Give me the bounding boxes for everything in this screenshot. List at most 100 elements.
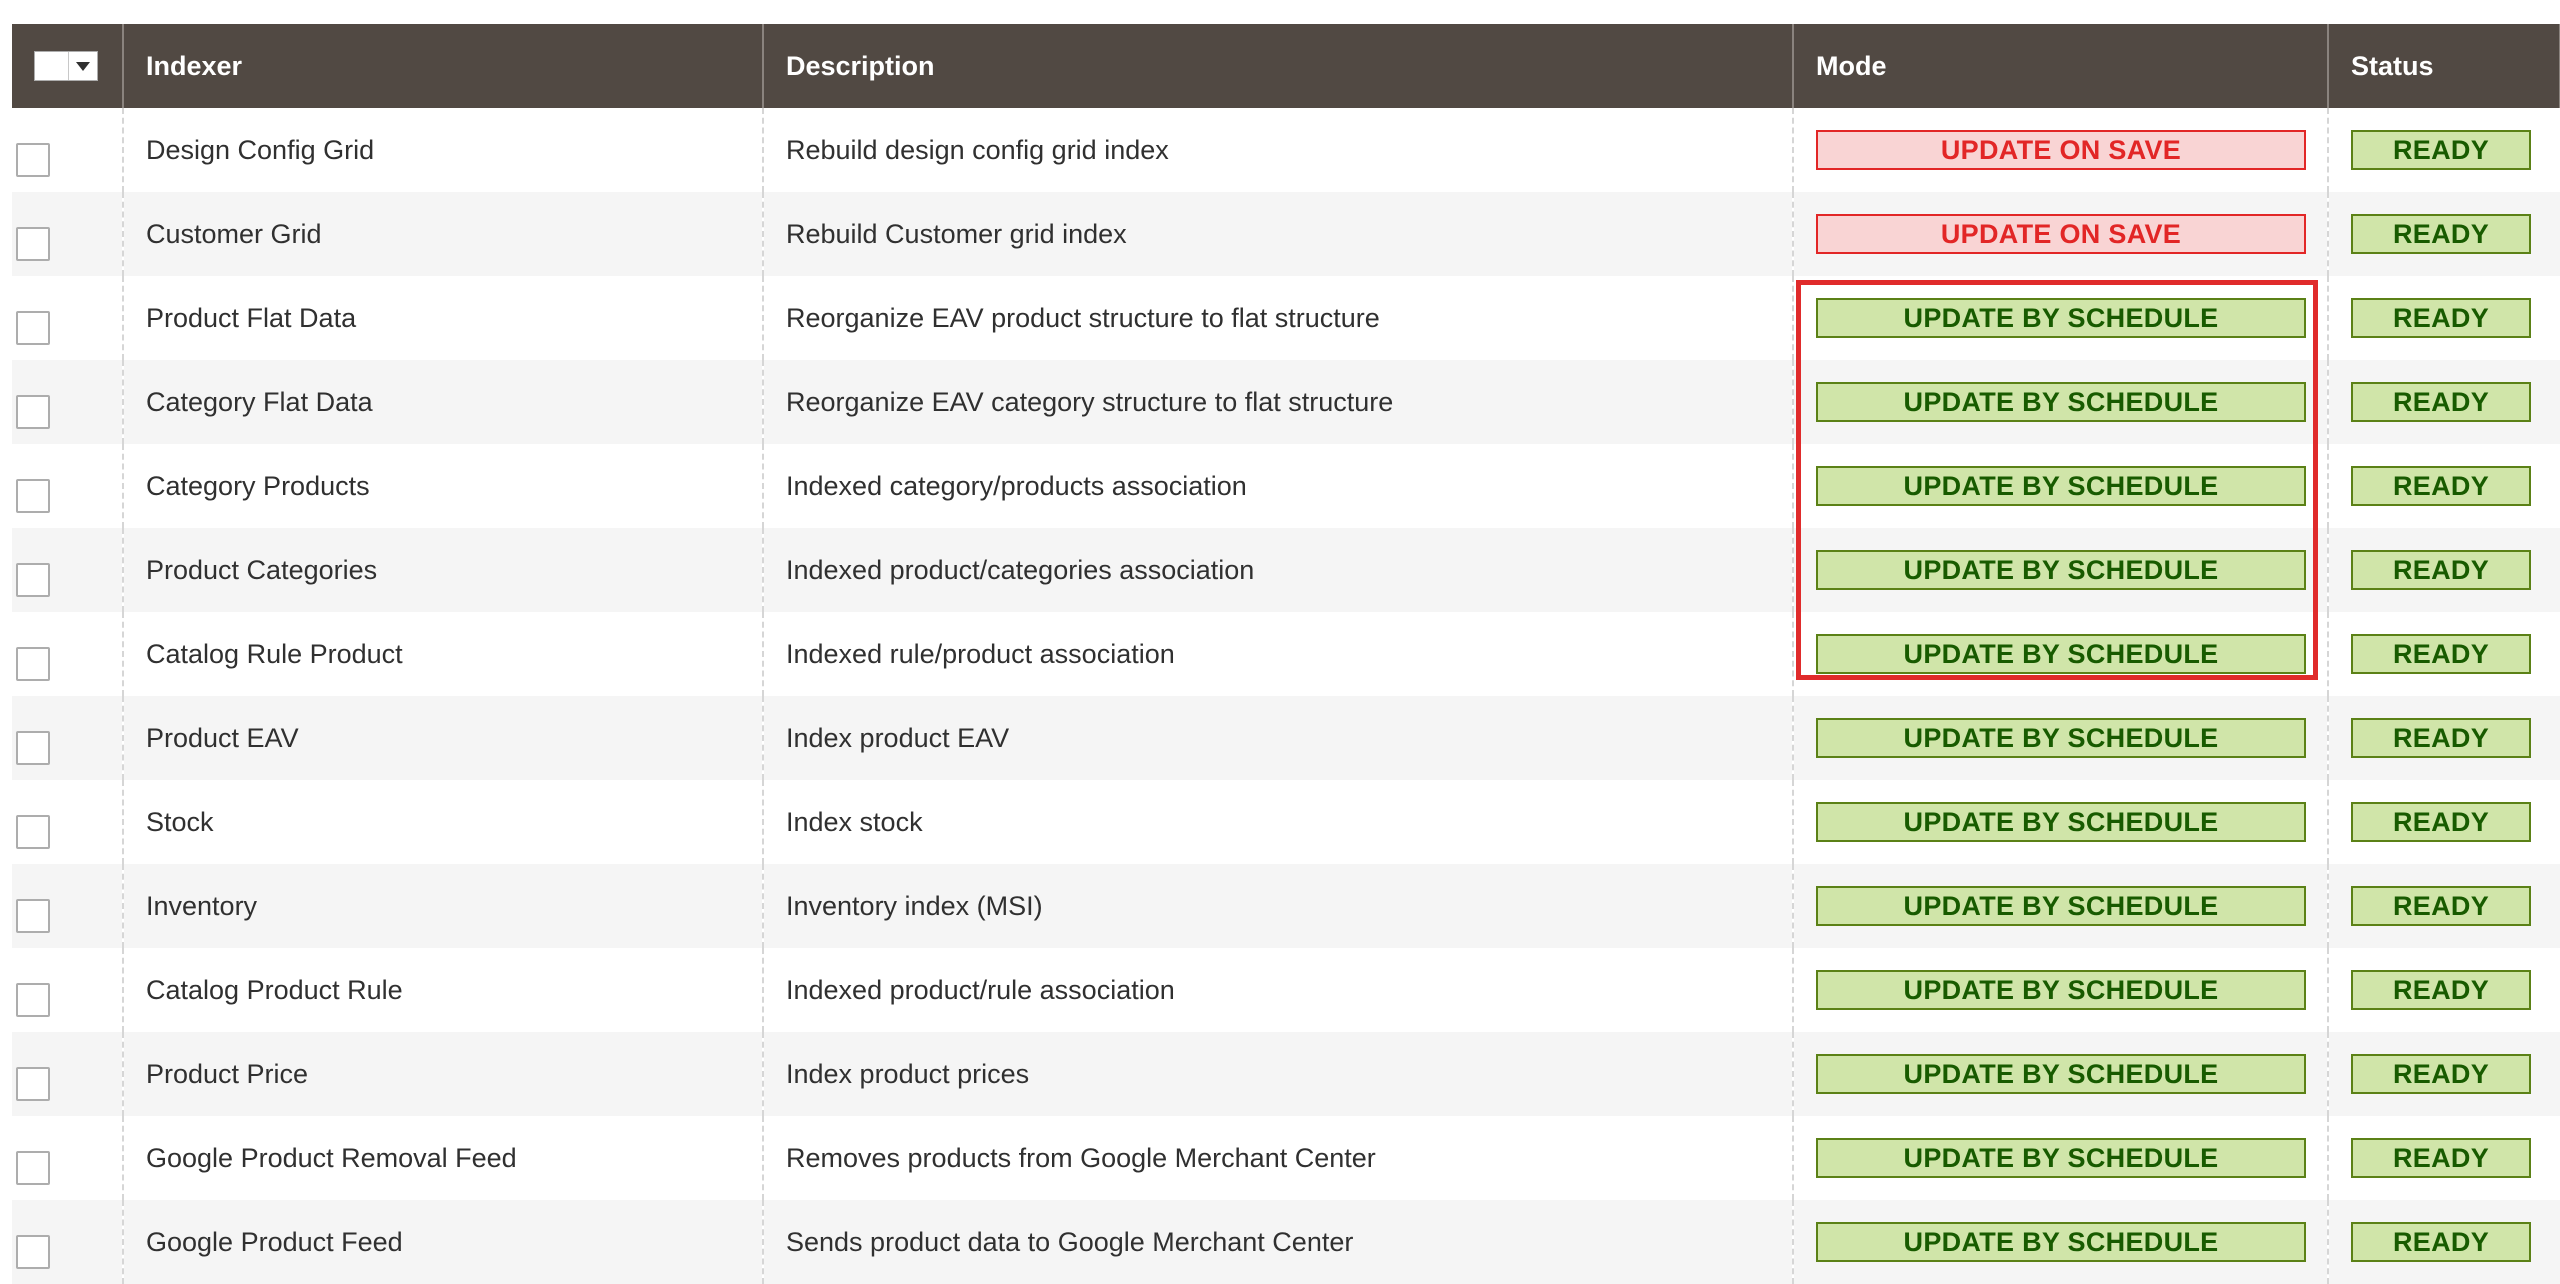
status-badge: READY: [2351, 718, 2531, 758]
mode-badge: UPDATE ON SAVE: [1816, 214, 2306, 254]
indexer-description-cell: Indexed product/categories association: [762, 528, 1793, 612]
indexer-description-cell: Rebuild Customer grid index: [762, 192, 1793, 276]
status-badge: READY: [2351, 382, 2531, 422]
row-select-cell: [12, 360, 123, 444]
mode-badge: UPDATE BY SCHEDULE: [1816, 382, 2306, 422]
status-badge: READY: [2351, 1138, 2531, 1178]
indexer-description-cell: Indexed category/products association: [762, 444, 1793, 528]
indexer-name-cell: Design Config Grid: [122, 108, 763, 192]
indexer-status-cell: READY: [2327, 528, 2560, 612]
indexer-description-cell: Indexed rule/product association: [762, 612, 1793, 696]
row-checkbox[interactable]: [16, 1235, 50, 1269]
status-badge: READY: [2351, 886, 2531, 926]
row-checkbox[interactable]: [16, 899, 50, 933]
indexer-description-cell: Removes products from Google Merchant Ce…: [762, 1116, 1793, 1200]
indexer-name-cell: Product Flat Data: [122, 276, 763, 360]
table-row: Inventory Inventory index (MSI) UPDATE BY …: [12, 864, 2560, 948]
row-select-cell: [12, 192, 123, 276]
indexer-mode-cell: UPDATE BY SCHEDULE: [1792, 360, 2328, 444]
indexer-mode-cell: UPDATE BY SCHEDULE: [1792, 528, 2328, 612]
row-checkbox[interactable]: [16, 815, 50, 849]
indexer-mode-cell: UPDATE BY SCHEDULE: [1792, 276, 2328, 360]
status-badge: READY: [2351, 970, 2531, 1010]
indexer-name-cell: Catalog Rule Product: [122, 612, 763, 696]
row-checkbox[interactable]: [16, 1151, 50, 1185]
indexer-mode-cell: UPDATE ON SAVE: [1792, 192, 2328, 276]
indexer-status-cell: READY: [2327, 1200, 2560, 1284]
indexer-grid-container: Indexer Description Mode Status Design C…: [12, 24, 2560, 1284]
indexer-description-cell: Rebuild design config grid index: [762, 108, 1793, 192]
mass-action-column-header: [12, 24, 123, 108]
row-select-cell: [12, 612, 123, 696]
indexer-status-cell: READY: [2327, 192, 2560, 276]
row-checkbox[interactable]: [16, 143, 50, 177]
table-row: Product Price Index product prices UPDATE …: [12, 1032, 2560, 1116]
row-checkbox[interactable]: [16, 395, 50, 429]
indexer-description-cell: Reorganize EAV category structure to fla…: [762, 360, 1793, 444]
table-row: Category Flat Data Reorganize EAV categor…: [12, 360, 2560, 444]
indexer-description-cell: Index product EAV: [762, 696, 1793, 780]
row-select-cell: [12, 1116, 123, 1200]
row-select-cell: [12, 108, 123, 192]
indexer-mode-cell: UPDATE BY SCHEDULE: [1792, 780, 2328, 864]
mode-badge: UPDATE BY SCHEDULE: [1816, 634, 2306, 674]
indexer-mode-cell: UPDATE BY SCHEDULE: [1792, 1116, 2328, 1200]
mode-badge: UPDATE BY SCHEDULE: [1816, 970, 2306, 1010]
indexer-name-cell: Product Categories: [122, 528, 763, 612]
status-badge: READY: [2351, 130, 2531, 170]
mass-select-dropdown[interactable]: [34, 51, 98, 81]
mode-badge: UPDATE BY SCHEDULE: [1816, 1054, 2306, 1094]
table-row: Product Categories Indexed product/catego…: [12, 528, 2560, 612]
table-row: Design Config Grid Rebuild design config …: [12, 108, 2560, 192]
row-checkbox[interactable]: [16, 1067, 50, 1101]
row-checkbox[interactable]: [16, 731, 50, 765]
column-header-description[interactable]: Description: [762, 24, 1793, 108]
table-row: Google Product Removal Feed Removes produ…: [12, 1116, 2560, 1200]
row-checkbox[interactable]: [16, 647, 50, 681]
table-row: Catalog Rule Product Indexed rule/product…: [12, 612, 2560, 696]
row-checkbox[interactable]: [16, 563, 50, 597]
table-row: Category Products Indexed category/produc…: [12, 444, 2560, 528]
mode-badge: UPDATE ON SAVE: [1816, 130, 2306, 170]
indexer-name-cell: Product EAV: [122, 696, 763, 780]
indexer-name-cell: Inventory: [122, 864, 763, 948]
status-badge: READY: [2351, 298, 2531, 338]
indexer-grid: Indexer Description Mode Status Design C…: [12, 24, 2560, 1284]
row-checkbox[interactable]: [16, 479, 50, 513]
column-header-indexer[interactable]: Indexer: [122, 24, 763, 108]
indexer-mode-cell: UPDATE BY SCHEDULE: [1792, 444, 2328, 528]
indexer-status-cell: READY: [2327, 864, 2560, 948]
status-badge: READY: [2351, 802, 2531, 842]
column-header-mode[interactable]: Mode: [1792, 24, 2328, 108]
row-checkbox[interactable]: [16, 983, 50, 1017]
indexer-name-cell: Catalog Product Rule: [122, 948, 763, 1032]
mode-badge: UPDATE BY SCHEDULE: [1816, 802, 2306, 842]
indexer-name-cell: Product Price: [122, 1032, 763, 1116]
indexer-status-cell: READY: [2327, 1032, 2560, 1116]
indexer-mode-cell: UPDATE BY SCHEDULE: [1792, 1032, 2328, 1116]
indexer-status-cell: READY: [2327, 780, 2560, 864]
mode-badge: UPDATE BY SCHEDULE: [1816, 886, 2306, 926]
indexer-status-cell: READY: [2327, 444, 2560, 528]
mode-badge: UPDATE BY SCHEDULE: [1816, 1222, 2306, 1262]
status-badge: READY: [2351, 1054, 2531, 1094]
column-header-status[interactable]: Status: [2327, 24, 2560, 108]
grid-header-row: Indexer Description Mode Status: [12, 24, 2560, 108]
table-row: Catalog Product Rule Indexed product/rule…: [12, 948, 2560, 1032]
indexer-mode-cell: UPDATE BY SCHEDULE: [1792, 864, 2328, 948]
indexer-name-cell: Stock: [122, 780, 763, 864]
indexer-description-cell: Sends product data to Google Merchant Ce…: [762, 1200, 1793, 1284]
mass-select-checkbox[interactable]: [35, 52, 69, 80]
indexer-mode-cell: UPDATE BY SCHEDULE: [1792, 1200, 2328, 1284]
indexer-description-cell: Index stock: [762, 780, 1793, 864]
indexer-mode-cell: UPDATE ON SAVE: [1792, 108, 2328, 192]
row-checkbox[interactable]: [16, 311, 50, 345]
row-checkbox[interactable]: [16, 227, 50, 261]
row-select-cell: [12, 780, 123, 864]
table-row: Product EAV Index product EAV UPDATE BY SC…: [12, 696, 2560, 780]
indexer-description-cell: Indexed product/rule association: [762, 948, 1793, 1032]
chevron-down-icon[interactable]: [69, 61, 97, 71]
indexer-name-cell: Customer Grid: [122, 192, 763, 276]
indexer-name-cell: Google Product Removal Feed: [122, 1116, 763, 1200]
indexer-name-cell: Category Products: [122, 444, 763, 528]
